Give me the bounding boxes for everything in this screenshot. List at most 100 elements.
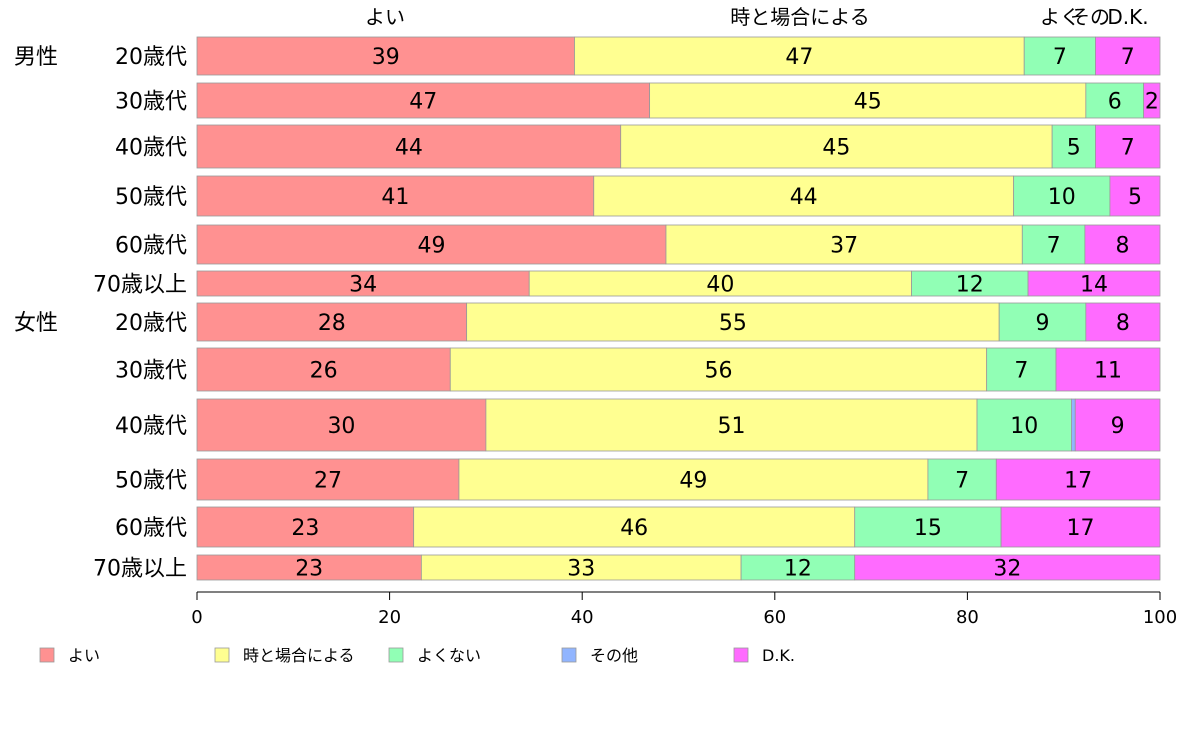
- bar-segment: [196, 347, 451, 392]
- data-label: 14: [1080, 273, 1108, 298]
- bar-segment: [1013, 175, 1111, 217]
- x-tick-label: 0: [191, 607, 202, 628]
- legend-swatch: [733, 647, 749, 663]
- data-label: 9: [1036, 311, 1050, 336]
- data-label: 23: [291, 516, 319, 541]
- legend-swatch: [39, 647, 55, 663]
- x-tick-label: 20: [378, 607, 401, 628]
- data-label: 7: [1121, 136, 1135, 161]
- bar-segment: [1055, 347, 1161, 392]
- data-label: 34: [349, 273, 377, 298]
- bar-segment: [1071, 398, 1076, 452]
- bar-segment: [574, 36, 1025, 76]
- bar-segment: [196, 36, 575, 76]
- data-label: 44: [395, 136, 423, 161]
- data-label: 7: [1121, 45, 1135, 70]
- x-axis: 0 20 40 60 80 100: [191, 591, 1177, 628]
- data-label: 39: [372, 45, 400, 70]
- bar-segment: [1000, 506, 1161, 548]
- legend-swatch: [561, 647, 577, 663]
- data-label: 26: [310, 359, 338, 384]
- bar-segment: [196, 458, 460, 501]
- data-label: 7: [1014, 359, 1028, 384]
- bar-segment: [196, 124, 622, 169]
- data-label: 51: [717, 414, 745, 439]
- data-label: 8: [1115, 234, 1129, 259]
- data-label: 17: [1067, 516, 1095, 541]
- legend-label: よくない: [417, 646, 481, 665]
- top-label: その: [1070, 5, 1110, 29]
- data-label: 7: [1053, 45, 1067, 70]
- data-label: 55: [719, 311, 747, 336]
- data-label: 27: [314, 469, 342, 494]
- bar-segment: [196, 175, 595, 217]
- data-label: 7: [1047, 234, 1061, 259]
- bar-segment: [998, 302, 1087, 342]
- category-label: 30歳代: [115, 90, 187, 115]
- bar-segment: [927, 458, 997, 501]
- category-label: 30歳代: [115, 359, 187, 384]
- data-label: 12: [956, 273, 984, 298]
- category-label: 70歳以上: [93, 557, 187, 582]
- bar-segment: [196, 82, 651, 119]
- bar-segment: [1109, 175, 1161, 217]
- category-label: 40歳代: [115, 136, 187, 161]
- data-label: 7: [955, 469, 969, 494]
- bar-segment: [196, 398, 487, 452]
- bar-segment: [740, 554, 856, 581]
- data-label: 49: [417, 234, 445, 259]
- data-label: 10: [1010, 414, 1038, 439]
- category-label: 40歳代: [115, 414, 187, 439]
- bar-segment: [1021, 224, 1086, 265]
- data-label: 9: [1111, 414, 1125, 439]
- bar-segment: [1143, 82, 1161, 119]
- data-label: 46: [620, 516, 648, 541]
- legend-label: D.K.: [762, 646, 795, 665]
- data-label: 33: [567, 557, 595, 582]
- bars: 39 47 7 747 45 6 244 45 5 741 44 10 549 37 7 834 40 12 142…: [196, 36, 1161, 582]
- category-label: 50歳代: [115, 469, 187, 494]
- bar-segment: [976, 398, 1072, 452]
- data-label: 5: [1067, 136, 1081, 161]
- bar-segment: [196, 302, 468, 342]
- bar-segment: [466, 302, 1000, 342]
- bar-segment: [1074, 398, 1161, 452]
- data-label: 37: [830, 234, 858, 259]
- group-label: 男性: [14, 45, 58, 70]
- bar-segment: [986, 347, 1057, 392]
- bar-segment: [485, 398, 978, 452]
- legend-label: よい: [68, 646, 100, 665]
- data-label: 8: [1116, 311, 1130, 336]
- bar-segment: [854, 506, 1002, 548]
- data-label: 47: [785, 45, 813, 70]
- bar-segment: [1085, 302, 1161, 342]
- legend-label: その他: [590, 646, 638, 665]
- data-label: 15: [914, 516, 942, 541]
- data-label: 17: [1064, 469, 1092, 494]
- data-label: 49: [679, 469, 707, 494]
- top-label: よい: [365, 5, 405, 29]
- data-label: 2: [1145, 90, 1159, 115]
- data-label: 44: [790, 185, 818, 210]
- category-label: 20歳代: [115, 311, 187, 336]
- bar-segment: [1095, 36, 1161, 76]
- bar-segment: [620, 124, 1053, 169]
- category-label: 50歳代: [115, 185, 187, 210]
- category-label: 20歳代: [115, 45, 187, 70]
- data-label: 41: [381, 185, 409, 210]
- data-label: 45: [854, 90, 882, 115]
- data-label: 40: [706, 273, 734, 298]
- data-label: 23: [295, 557, 323, 582]
- bar-segment: [458, 458, 929, 501]
- x-tick-label: 100: [1143, 607, 1177, 628]
- data-label: 47: [409, 90, 437, 115]
- legend-label: 時と場合による: [243, 646, 355, 665]
- x-tick-label: 80: [956, 607, 979, 628]
- bar-segment: [665, 224, 1023, 265]
- data-label: 45: [822, 136, 850, 161]
- bar-segment: [449, 347, 988, 392]
- data-label: 12: [784, 557, 812, 582]
